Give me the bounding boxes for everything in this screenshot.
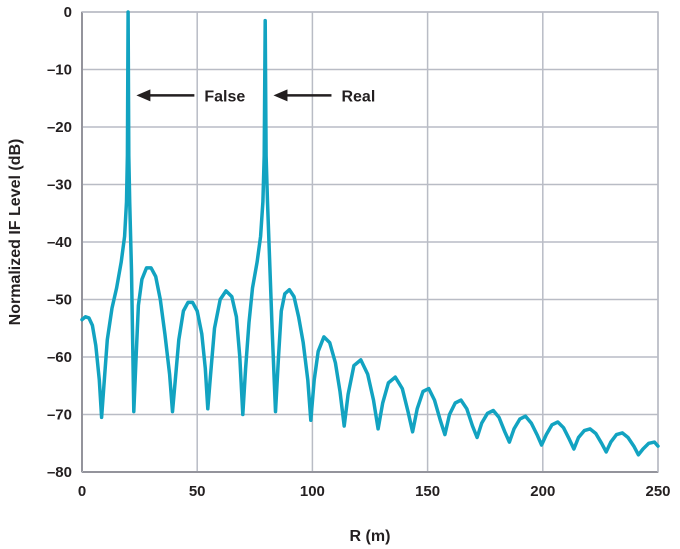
y-tick-label-8: –80: [47, 464, 72, 481]
x-axis-title: R (m): [350, 528, 391, 545]
y-axis-title: Normalized IF Level (dB): [7, 139, 24, 326]
annotations: False Real: [136, 88, 375, 105]
x-tick-label-3: 150: [415, 483, 440, 500]
x-tick-label-5: 250: [645, 483, 670, 500]
series-layer: [80, 10, 660, 457]
grid: [81, 11, 659, 473]
y-tick-label-1: –10: [47, 62, 72, 79]
plot-frame: [81, 11, 659, 473]
x-tick-label-1: 50: [189, 483, 206, 500]
y-tick-label-0: 0: [64, 4, 72, 21]
y-tick-label-2: –20: [47, 119, 72, 136]
y-tick-label-7: –70: [47, 407, 72, 424]
annotation-false-arrow-head: [136, 89, 151, 102]
x-tick-label-2: 100: [300, 483, 325, 500]
x-tick-label-0: 0: [78, 483, 86, 500]
annotation-real-arrow-head: [273, 89, 288, 102]
series-line: [80, 10, 660, 457]
annotation-false-label: False: [204, 88, 245, 105]
annotation-real-label: Real: [341, 88, 375, 105]
y-tick-labels: 0 –10 –20 –30 –40 –50 –60 –70 –80: [47, 4, 72, 481]
x-tick-label-4: 200: [530, 483, 555, 500]
y-tick-label-4: –40: [47, 234, 72, 251]
x-tick-labels: 0 50 100 150 200 250: [78, 483, 671, 500]
y-tick-label-6: –60: [47, 349, 72, 366]
y-tick-label-5: –50: [47, 292, 72, 309]
annotation-false: False: [136, 88, 245, 105]
annotation-real: Real: [273, 88, 375, 105]
y-tick-label-3: –30: [47, 177, 72, 194]
